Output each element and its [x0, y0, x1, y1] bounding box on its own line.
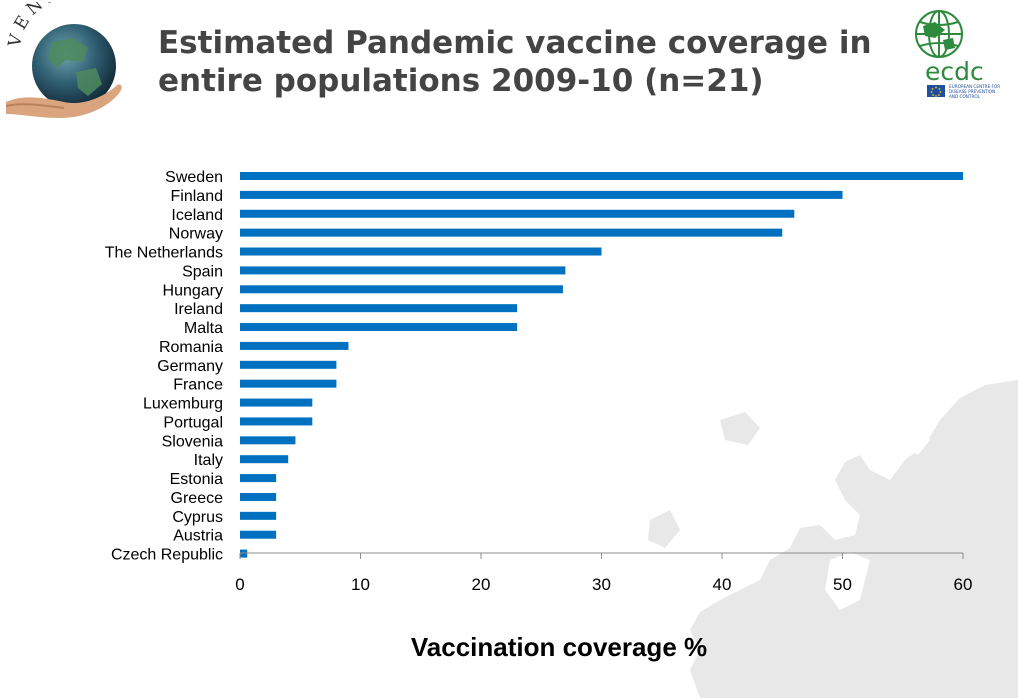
category-label-iceland: Iceland	[171, 207, 223, 224]
bar-malta	[240, 323, 518, 332]
bar-hungary	[240, 285, 563, 294]
x-tick-label-10: 10	[351, 575, 370, 594]
x-tick-label-20: 20	[472, 575, 491, 594]
category-label-portugal: Portugal	[163, 414, 223, 431]
category-label-romania: Romania	[159, 339, 223, 356]
bar-luxemburg	[240, 398, 313, 407]
bar-norway	[240, 228, 783, 237]
bar-romania	[240, 341, 349, 350]
category-label-estonia: Estonia	[170, 471, 223, 488]
category-label-austria: Austria	[173, 528, 223, 545]
category-label-the-netherlands: The Netherlands	[105, 245, 223, 262]
bar-austria	[240, 530, 277, 539]
bars-group	[240, 172, 963, 558]
category-label-greece: Greece	[171, 490, 224, 507]
ecdc-logo: ecdc EUROPEAN CENTRE FOR DISEASE PREVENT…	[915, 10, 1000, 99]
category-label-czech-republic: Czech Republic	[111, 547, 223, 564]
category-label-spain: Spain	[182, 263, 223, 280]
x-tick-label-30: 30	[592, 575, 611, 594]
slide-title-line-1: Estimated Pandemic vaccine coverage in	[158, 25, 872, 61]
bar-estonia	[240, 474, 277, 483]
category-label-luxemburg: Luxemburg	[143, 396, 223, 413]
bar-greece	[240, 492, 277, 501]
slide-title: Estimated Pandemic vaccine coverage in e…	[158, 24, 872, 100]
bar-ireland	[240, 304, 518, 313]
x-tick-label-50: 50	[833, 575, 852, 594]
bar-czech-republic	[240, 549, 248, 558]
x-tick-label-60: 60	[954, 575, 973, 594]
bar-slovenia	[240, 436, 296, 445]
category-label-cyprus: Cyprus	[172, 509, 223, 526]
slide-title-line-2: entire populations 2009-10 (n=21)	[158, 63, 764, 99]
bar-france	[240, 379, 337, 388]
bar-germany	[240, 360, 337, 369]
x-tick-label-0: 0	[235, 575, 244, 594]
category-label-malta: Malta	[184, 320, 223, 337]
ecdc-subtext-line-2: DISEASE PREVENTION	[949, 89, 995, 94]
x-axis-title: Vaccination coverage %	[411, 632, 707, 662]
ecdc-logo-text: ecdc	[925, 57, 984, 86]
bar-iceland	[240, 209, 795, 218]
bar-sweden	[240, 172, 963, 180]
venice-logo: VENICE	[5, 2, 122, 118]
category-label-ireland: Ireland	[174, 301, 223, 318]
bar-italy	[240, 455, 289, 464]
bar-spain	[240, 266, 566, 275]
category-labels: Sweden Finland Iceland Norway The Netherland…	[105, 169, 223, 564]
category-label-italy: Italy	[194, 452, 223, 469]
bar-portugal	[240, 417, 313, 426]
ecdc-subtext-line-3: AND CONTROL	[949, 94, 981, 99]
category-label-slovenia: Slovenia	[162, 433, 223, 450]
x-axis-ticks: 0 10 20 30 40 50 60	[235, 553, 972, 594]
category-label-france: France	[173, 377, 223, 394]
category-label-finland: Finland	[171, 188, 223, 205]
ecdc-subtext-line-1: EUROPEAN CENTRE FOR	[949, 84, 1000, 89]
category-label-hungary: Hungary	[163, 282, 223, 299]
bar-the-netherlands	[240, 247, 602, 256]
bar-cyprus	[240, 511, 277, 520]
bar-finland	[240, 190, 843, 199]
x-tick-label-40: 40	[713, 575, 732, 594]
category-label-germany: Germany	[157, 358, 223, 375]
category-label-sweden: Sweden	[165, 169, 223, 186]
category-label-norway: Norway	[169, 226, 223, 243]
